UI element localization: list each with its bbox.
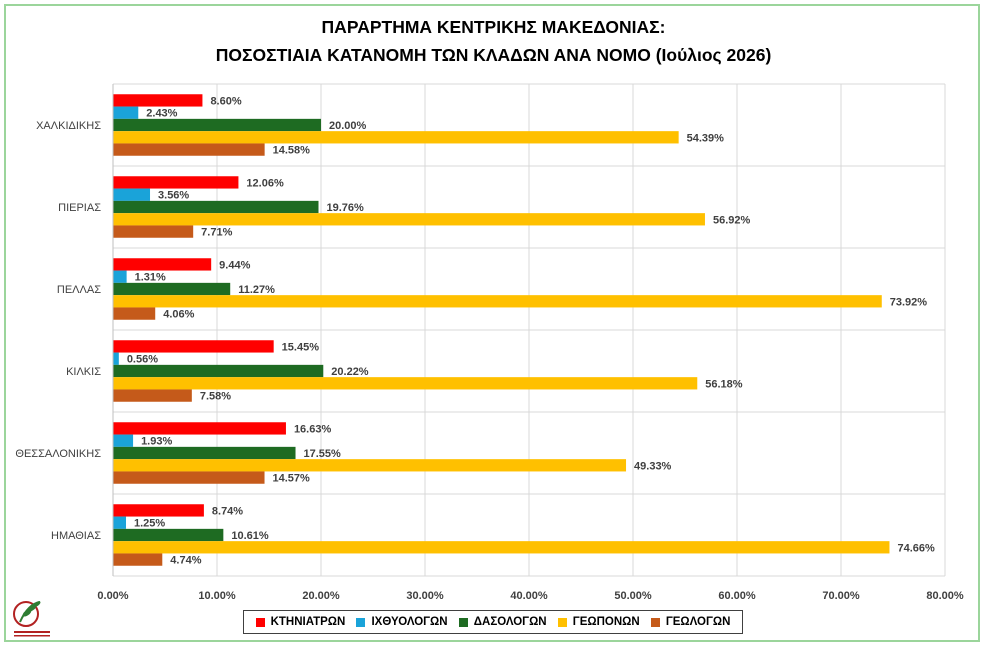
bar [113,258,212,271]
data-label: 4.06% [163,309,194,321]
category-label: ΧΑΛΚΙΔΙΚΗΣ [36,120,101,132]
bar [113,528,224,542]
category-label: ΗΜΑΘΙΑΣ [51,530,101,542]
bar [113,270,127,283]
bar [113,188,151,201]
data-label: 8.60% [210,95,241,107]
bar [113,106,139,119]
data-label: 54.39% [687,132,725,144]
legend-item: ΙΧΘΥΟΛΟΓΩΝ [356,616,448,628]
data-label: 73.92% [890,296,928,308]
bar [113,553,163,566]
data-label: 7.58% [200,391,231,403]
legend-swatch [650,617,660,627]
legend-label: ΓΕΩΛΟΓΩΝ [665,616,731,628]
data-label: 74.66% [897,542,935,554]
data-label: 11.27% [238,284,275,296]
legend-label: ΚΤΗΝΙΑΤΡΩΝ [270,616,346,628]
bar [113,131,679,144]
data-label: 20.22% [331,366,369,378]
bar [113,352,119,365]
data-label: 10.61% [231,530,269,542]
x-tick-label: 20.00% [302,590,340,602]
bar [113,282,231,296]
data-label: 8.74% [212,505,243,517]
data-label: 1.93% [141,436,172,448]
data-label: 0.56% [127,354,158,366]
legend-item: ΔΑΣΟΛΟΓΩΝ [458,616,547,628]
category-label: ΠΕΛΛΑΣ [57,284,101,296]
category-label: ΘΕΣΣΑΛΟΝΙΚΗΣ [15,448,101,460]
data-label: 56.18% [705,378,743,390]
bar [113,176,239,189]
data-label: 15.45% [282,341,320,353]
legend-item: ΓΕΩΛΟΓΩΝ [650,616,731,628]
legend-label: ΓΕΩΠΟΝΩΝ [572,616,640,628]
chart-title-line2: ΠΟΣΟΣΤΙΑΙΑ ΚΑΤΑΝΟΜΗ ΤΩΝ ΚΛΑΔΩΝ ΑΝΑ ΝΟΜΟ … [215,45,772,65]
x-tick-label: 10.00% [198,590,236,602]
bar [113,446,296,460]
data-label: 49.33% [634,460,672,472]
data-label: 16.63% [294,423,332,435]
bar [113,504,204,517]
data-label: 19.76% [327,202,365,214]
legend-swatch [255,617,265,627]
x-tick-label: 80.00% [926,590,964,602]
bar [113,307,156,320]
data-label: 20.00% [329,120,367,132]
chart-legend: ΚΤΗΝΙΑΤΡΩΝ ΙΧΘΥΟΛΟΓΩΝ ΔΑΣΟΛΟΓΩΝ ΓΕΩΠΟΝΩΝ ΓΕΩ… [243,610,743,634]
legend-item: ΚΤΗΝΙΑΤΡΩΝ [255,616,346,628]
data-label: 1.25% [134,518,165,530]
bar [113,389,192,402]
legend-swatch [458,617,468,627]
bar [113,364,324,378]
bar [113,516,126,529]
category-label: ΚΙΛΚΙΣ [66,366,101,378]
bar [113,377,698,390]
bar [113,295,882,308]
bar [113,213,705,226]
legend-swatch [356,617,366,627]
legend-label: ΙΧΘΥΟΛΟΓΩΝ [371,616,448,628]
legend-item: ΓΕΩΠΟΝΩΝ [557,616,640,628]
data-label: 4.74% [170,555,201,567]
x-tick-label: 70.00% [822,590,860,602]
x-tick-label: 30.00% [406,590,444,602]
bar [113,434,134,447]
x-tick-label: 60.00% [718,590,756,602]
data-label: 3.56% [158,190,189,202]
x-tick-label: 40.00% [510,590,548,602]
bar [113,541,890,554]
geotee-logo-icon [13,601,50,637]
data-label: 56.92% [713,214,751,226]
legend-label: ΔΑΣΟΛΟΓΩΝ [473,616,547,628]
bar [113,200,319,214]
data-label: 17.55% [304,448,342,460]
bar [113,94,203,107]
x-tick-label: 0.00% [97,590,128,602]
bar [113,143,265,156]
x-tick-label: 50.00% [614,590,652,602]
category-label: ΠΙΕΡΙΑΣ [58,202,101,214]
legend-swatch [557,617,567,627]
bar [113,340,274,353]
bar [113,118,321,132]
chart-title-line1: ΠΑΡΑΡΤΗΜΑ ΚΕΝΤΡΙΚΗΣ ΜΑΚΕΔΟΝΙΑΣ: [321,17,666,37]
data-label: 14.57% [273,473,311,485]
data-label: 1.31% [135,272,166,284]
data-label: 2.43% [146,108,177,120]
bar [113,459,627,472]
bar [113,471,265,484]
data-label: 7.71% [201,227,232,239]
data-label: 9.44% [219,259,250,271]
data-label: 12.06% [246,177,284,189]
bar [113,422,286,435]
data-label: 14.58% [273,145,311,157]
bar [113,225,194,238]
